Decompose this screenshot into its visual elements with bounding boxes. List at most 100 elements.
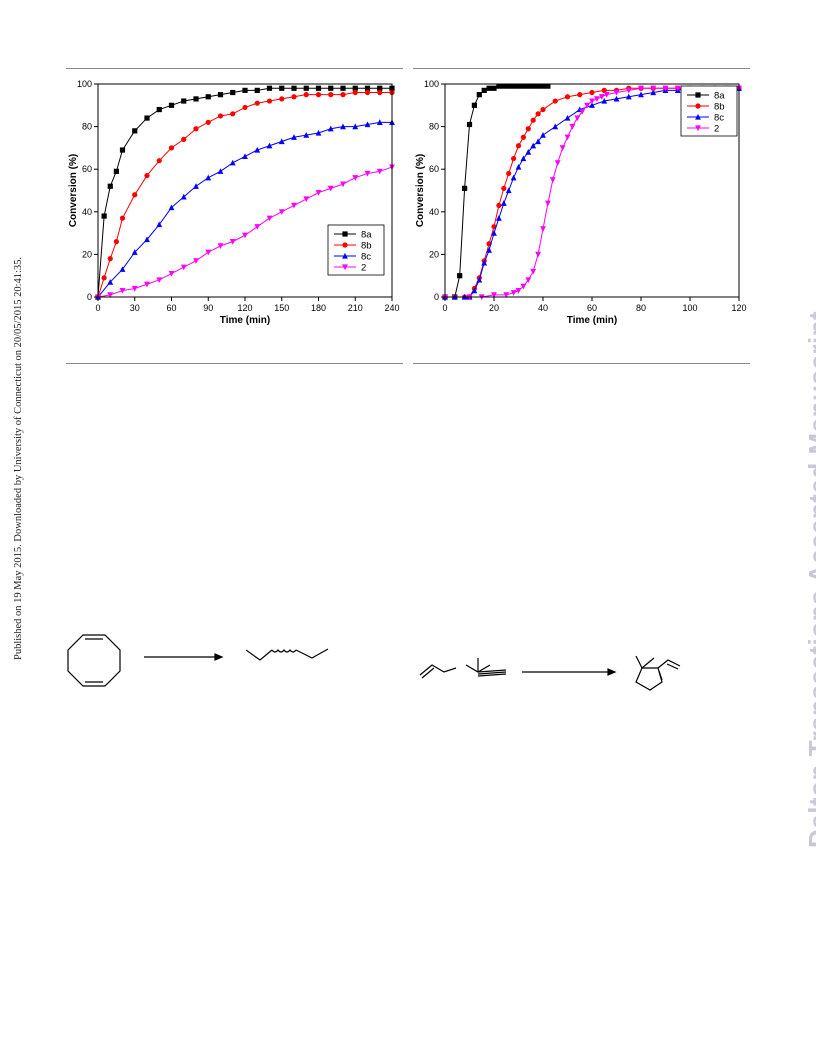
bottom-rule-right [413, 363, 750, 364]
point-8b [279, 96, 285, 102]
point-8b [254, 100, 260, 106]
point-2 [613, 89, 620, 96]
reaction-scheme-left [67, 634, 329, 687]
point-8b [511, 155, 517, 162]
y-tick-label: 20 [429, 249, 439, 259]
y-tick-label: 100 [424, 79, 439, 89]
point-8a [181, 98, 187, 104]
legend-marker-8b [342, 242, 348, 248]
point-2 [217, 243, 224, 249]
point-8c [491, 230, 497, 236]
point-8c [242, 153, 248, 160]
bottom-rule-left [66, 363, 403, 364]
point-8c [471, 287, 478, 294]
point-2 [291, 202, 297, 209]
point-8c [650, 89, 657, 96]
point-2 [303, 196, 310, 203]
point-8b [113, 239, 119, 245]
point-8b [552, 98, 558, 104]
point-2 [589, 98, 595, 105]
point-8c [266, 142, 273, 149]
cyclooctadiene-ring [67, 634, 121, 687]
point-8c [119, 266, 126, 272]
point-8c [303, 132, 310, 138]
legend-label-8a: 8a [714, 91, 725, 102]
legend-marker-8c [342, 252, 348, 259]
point-8c [168, 204, 175, 211]
point-8c [496, 215, 502, 221]
point-2 [603, 92, 610, 98]
series-8c [442, 85, 742, 300]
point-8c [601, 97, 608, 104]
point-8a [471, 102, 477, 108]
point-8c [500, 200, 507, 206]
point-2 [315, 190, 322, 196]
x-tick-label: 210 [348, 303, 363, 313]
point-8c [291, 134, 297, 140]
legend-label-8c: 8c [361, 252, 371, 263]
point-8a [491, 85, 497, 91]
point-8b [525, 126, 531, 132]
point-8a [315, 85, 322, 91]
point-2 [525, 277, 532, 284]
point-2 [340, 181, 346, 188]
point-8c [340, 123, 346, 130]
x-tick-label: 120 [237, 303, 252, 313]
point-2 [545, 200, 551, 207]
point-8b [515, 143, 522, 149]
point-2 [107, 292, 114, 298]
point-8a [242, 87, 248, 93]
point-8b [101, 275, 107, 281]
y-tick-label: 0 [87, 292, 92, 302]
point-8a [119, 147, 126, 153]
point-8c [505, 187, 512, 194]
point-8b [156, 158, 162, 164]
point-8a [457, 273, 463, 279]
point-2 [352, 175, 359, 181]
point-2 [574, 115, 581, 122]
y-tick-label: 40 [429, 207, 439, 217]
point-8c [193, 183, 199, 189]
point-8c [156, 221, 163, 228]
point-2 [662, 85, 669, 92]
series-8c [95, 119, 395, 300]
x-tick-label: 80 [636, 303, 646, 313]
point-8a [156, 106, 162, 113]
y-tick-label: 0 [434, 292, 439, 302]
point-8c [515, 163, 522, 170]
point-8a [113, 168, 119, 174]
point-8b [266, 98, 273, 104]
point-2 [564, 134, 571, 141]
point-2 [579, 109, 586, 115]
point-2 [584, 102, 590, 109]
point-8a [545, 83, 551, 89]
point-2 [510, 290, 517, 296]
point-2 [278, 209, 285, 215]
point-8b [364, 89, 371, 96]
legend-marker-8a [695, 92, 701, 98]
point-8b [230, 111, 236, 117]
point-8c [481, 259, 488, 266]
point-2 [503, 292, 510, 298]
legend-label-8b: 8b [714, 102, 725, 113]
point-8a [476, 92, 482, 98]
point-8b [303, 92, 309, 98]
point-8b [217, 113, 224, 119]
point-8a [535, 83, 541, 89]
point-8a [168, 102, 175, 108]
top-rule-right [413, 68, 750, 69]
point-2 [168, 270, 175, 277]
x-tick-label: 60 [587, 303, 597, 313]
point-8c [180, 193, 187, 200]
legend-label-2: 2 [714, 124, 719, 135]
vinyl-group [657, 659, 681, 669]
point-2 [266, 215, 273, 222]
x-tick-label: 0 [95, 303, 100, 313]
point-8a [506, 83, 512, 89]
point-8a [530, 83, 536, 89]
point-8a [462, 185, 468, 191]
point-2 [144, 281, 150, 288]
y-tick-label: 80 [429, 122, 439, 132]
conversion-chart-right: 0 20 40 60 80 100 120 0 20 40 60 80 100 Time (min) Con… [415, 79, 747, 326]
point-8c [315, 129, 322, 136]
